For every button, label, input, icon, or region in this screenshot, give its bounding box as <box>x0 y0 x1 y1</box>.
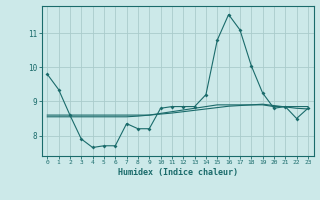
X-axis label: Humidex (Indice chaleur): Humidex (Indice chaleur) <box>118 168 237 177</box>
